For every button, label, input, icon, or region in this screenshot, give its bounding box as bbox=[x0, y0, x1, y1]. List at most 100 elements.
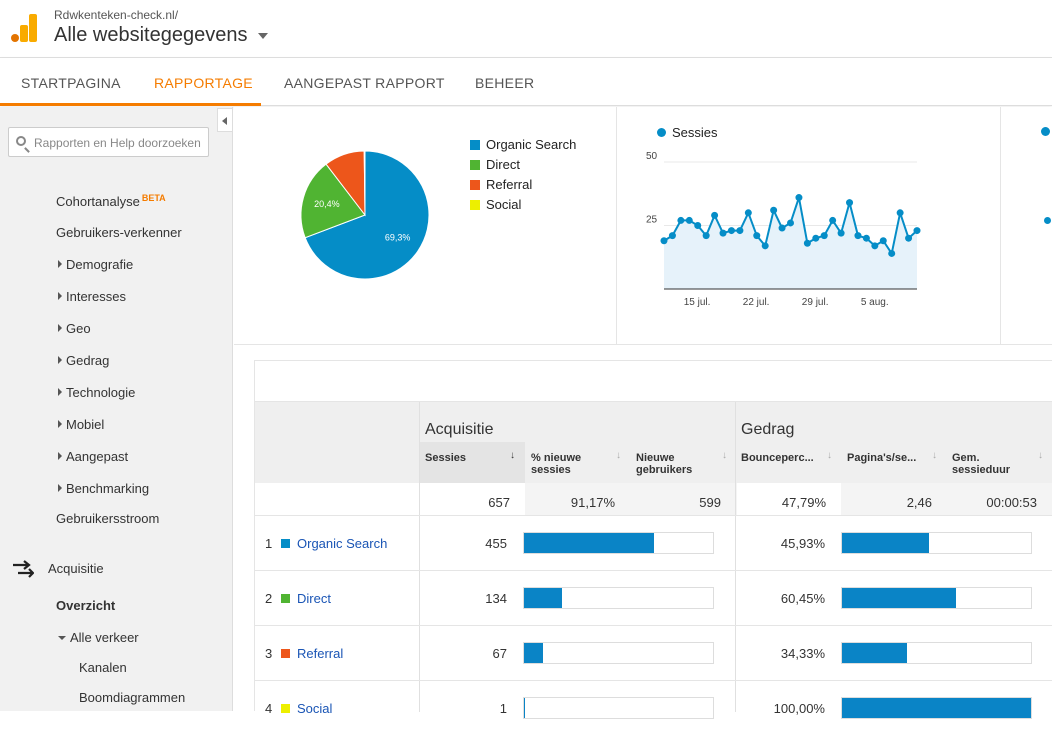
sidebar-item-geo[interactable]: Geo bbox=[58, 321, 91, 336]
sidebar-item-overzicht[interactable]: Overzicht bbox=[56, 598, 115, 613]
analytics-logo-icon[interactable] bbox=[11, 14, 37, 42]
search-icon bbox=[16, 136, 26, 146]
data-point[interactable] bbox=[736, 227, 743, 234]
data-point[interactable] bbox=[905, 235, 912, 242]
row-number: 3 bbox=[265, 646, 272, 661]
data-point[interactable] bbox=[694, 222, 701, 229]
sidebar-item-demografie[interactable]: Demografie bbox=[58, 257, 133, 272]
pie-slice-label: 69,3% bbox=[385, 233, 411, 243]
data-point[interactable] bbox=[795, 194, 802, 201]
sort-icon[interactable]: ↓ bbox=[722, 450, 727, 461]
data-point[interactable] bbox=[829, 217, 836, 224]
channel-link[interactable]: Organic Search bbox=[297, 536, 387, 551]
chevron-right-icon bbox=[58, 292, 62, 300]
tab-beheer[interactable]: BEHEER bbox=[475, 58, 534, 106]
sidebar-item-mobiel[interactable]: Mobiel bbox=[58, 417, 104, 432]
bounce-bar bbox=[841, 697, 1032, 719]
channel-link[interactable]: Direct bbox=[297, 591, 331, 606]
search-input[interactable]: Rapporten en Help doorzoeken bbox=[8, 127, 209, 157]
data-point[interactable] bbox=[846, 199, 853, 206]
sidebar-item-gebruikersstroom[interactable]: Gebruikersstroom bbox=[56, 511, 159, 526]
total-sessieduur: 00:00:53 bbox=[947, 495, 1037, 510]
sort-icon[interactable]: ↓ bbox=[616, 450, 621, 461]
legend-label: Social bbox=[486, 197, 521, 212]
sidebar-item-benchmarking[interactable]: Benchmarking bbox=[58, 481, 149, 496]
channel-link[interactable]: Referral bbox=[297, 646, 343, 661]
cell-bounce: 100,00% bbox=[735, 701, 825, 716]
sidebar-item-kanalen[interactable]: Kanalen bbox=[79, 660, 127, 675]
data-point[interactable] bbox=[888, 250, 895, 257]
legend-item-organic-search: Organic Search bbox=[470, 137, 576, 152]
data-point[interactable] bbox=[863, 235, 870, 242]
sidebar-item-gedrag[interactable]: Gedrag bbox=[58, 353, 109, 368]
col-sessies[interactable]: Sessies bbox=[425, 452, 466, 464]
data-point[interactable] bbox=[787, 219, 794, 226]
collapse-sidebar-button[interactable] bbox=[217, 108, 233, 132]
sidebar-item-label: Geo bbox=[66, 321, 91, 336]
data-point[interactable] bbox=[661, 237, 668, 244]
data-point[interactable] bbox=[753, 232, 760, 239]
channel-swatch bbox=[281, 704, 290, 713]
beta-badge: BETA bbox=[142, 193, 166, 203]
sidebar-item-explorer[interactable]: Gebruikers-verkenner bbox=[56, 225, 182, 240]
chevron-down-icon bbox=[58, 636, 66, 640]
sidebar-item-acquisitie[interactable]: Acquisitie bbox=[48, 561, 104, 576]
data-point[interactable] bbox=[880, 237, 887, 244]
account-selector[interactable]: Alle websitegegevens bbox=[54, 24, 247, 47]
group-acquisitie: Acquisitie bbox=[425, 421, 493, 439]
col-sessieduur[interactable]: Gem. sessieduur bbox=[952, 452, 1022, 476]
pie-slice-label: 20,4% bbox=[314, 199, 340, 209]
data-point[interactable] bbox=[854, 232, 861, 239]
data-point[interactable] bbox=[779, 225, 786, 232]
col-paginas[interactable]: Pagina's/se... bbox=[847, 452, 916, 464]
chevron-right-icon bbox=[58, 484, 62, 492]
data-point[interactable] bbox=[770, 207, 777, 214]
data-point[interactable] bbox=[745, 209, 752, 216]
bounce-bar-fill bbox=[842, 698, 1031, 718]
data-point[interactable] bbox=[669, 232, 676, 239]
data-point[interactable] bbox=[871, 242, 878, 249]
sidebar-item-interesses[interactable]: Interesses bbox=[58, 289, 126, 304]
cell-sessies: 455 bbox=[419, 536, 507, 551]
sidebar-item-alle-verkeer[interactable]: Alle verkeer bbox=[58, 630, 139, 645]
bounce-bar bbox=[841, 587, 1032, 609]
sessions-bar-fill bbox=[524, 643, 543, 663]
legend-swatch bbox=[470, 200, 480, 210]
data-point[interactable] bbox=[914, 227, 921, 234]
total-bounce: 47,79% bbox=[736, 495, 826, 510]
data-point[interactable] bbox=[720, 230, 727, 237]
data-point[interactable] bbox=[804, 240, 811, 247]
channel-link[interactable]: Social bbox=[297, 701, 332, 716]
col-nieuwe-gebruikers[interactable]: Nieuwe gebruikers bbox=[636, 452, 706, 476]
data-point[interactable] bbox=[677, 217, 684, 224]
data-point[interactable] bbox=[897, 209, 904, 216]
data-point[interactable] bbox=[711, 212, 718, 219]
data-point[interactable] bbox=[812, 235, 819, 242]
data-point[interactable] bbox=[686, 217, 693, 224]
sessions-bar bbox=[523, 532, 714, 554]
col-bounce[interactable]: Bounceperc... bbox=[741, 452, 814, 464]
chevron-down-icon[interactable] bbox=[258, 33, 268, 39]
sort-desc-icon[interactable]: ↓ bbox=[510, 450, 515, 461]
tab-aangepast-rapport[interactable]: AANGEPAST RAPPORT bbox=[284, 58, 445, 106]
col-nieuwe-sessies[interactable]: % nieuwe sessies bbox=[531, 452, 601, 476]
data-point[interactable] bbox=[762, 242, 769, 249]
sidebar-item-technologie[interactable]: Technologie bbox=[58, 385, 135, 400]
sidebar-item-aangepast[interactable]: Aangepast bbox=[58, 449, 128, 464]
chevron-right-icon bbox=[58, 324, 62, 332]
sidebar-item-boomdiagrammen[interactable]: Boomdiagrammen bbox=[79, 690, 185, 705]
sort-icon[interactable]: ↓ bbox=[932, 450, 937, 461]
data-point[interactable] bbox=[728, 227, 735, 234]
sort-icon[interactable]: ↓ bbox=[1038, 450, 1043, 461]
sort-icon[interactable]: ↓ bbox=[827, 450, 832, 461]
data-point[interactable] bbox=[821, 232, 828, 239]
tab-rapportage[interactable]: RAPPORTAGE bbox=[0, 58, 261, 106]
data-point[interactable] bbox=[838, 230, 845, 237]
data-point[interactable] bbox=[703, 232, 710, 239]
